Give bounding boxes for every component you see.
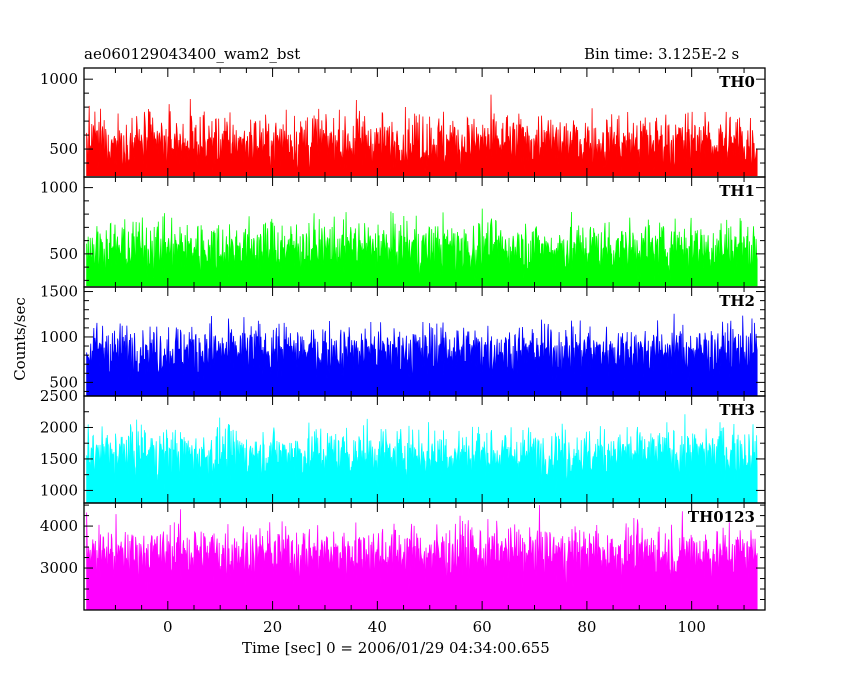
y-tick-label: 1000: [40, 179, 78, 197]
y-tick-label: 3000: [40, 559, 78, 577]
x-axis-label: Time [sec] 0 = 2006/01/29 04:34:00.655: [242, 639, 550, 657]
panel-label-th1: TH1: [719, 182, 755, 200]
y-tick-label: 500: [49, 245, 78, 263]
y-tick-label: 500: [49, 140, 78, 158]
y-tick-label: 1500: [40, 283, 78, 301]
series-th1: [86, 208, 758, 287]
y-tick-label: 1000: [40, 70, 78, 88]
panel-label-th0123: TH0123: [688, 508, 755, 526]
panel-label-th0: TH0: [719, 73, 755, 91]
series-th0: [86, 94, 758, 176]
x-tick-label: 100: [677, 618, 706, 636]
series-th2: [86, 313, 758, 396]
chart-title: ae060129043400_wam2_bst: [84, 45, 301, 63]
series-th0123: [86, 505, 758, 610]
series-th3: [86, 414, 758, 503]
y-tick-label: 2000: [40, 418, 78, 436]
y-tick-label: 500: [49, 373, 78, 391]
x-tick-label: 80: [577, 618, 596, 636]
x-tick-label: 0: [163, 618, 173, 636]
y-tick-label: 1000: [40, 328, 78, 346]
panel-label-th3: TH3: [719, 401, 755, 419]
bin-time-label: Bin time: 3.125E-2 s: [584, 45, 740, 63]
y-tick-label: 2500: [40, 387, 78, 405]
y-tick-label: 1500: [40, 450, 78, 468]
x-tick-label: 40: [368, 618, 387, 636]
x-tick-label: 60: [473, 618, 492, 636]
y-tick-label: 1000: [40, 481, 78, 499]
panel-frame-th0123: [83, 502, 766, 611]
panel-label-th2: TH2: [719, 292, 755, 310]
y-tick-label: 4000: [40, 517, 78, 535]
x-tick-label: 20: [263, 618, 282, 636]
